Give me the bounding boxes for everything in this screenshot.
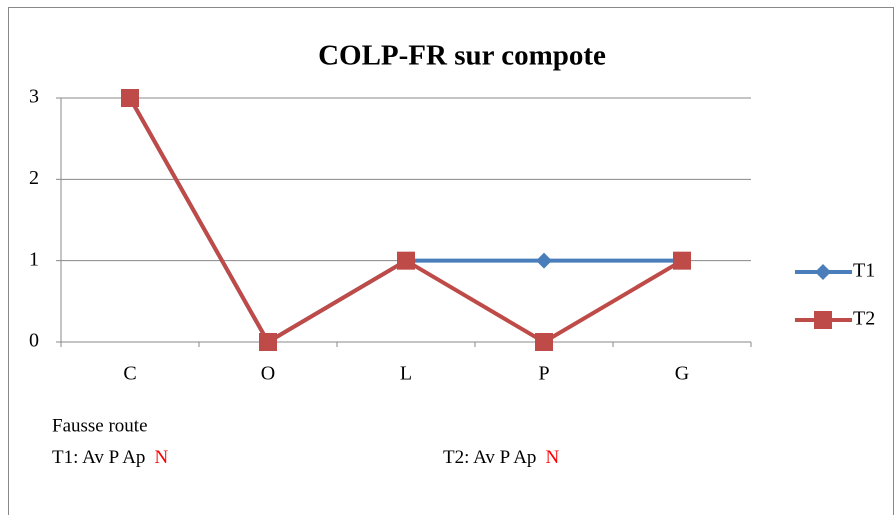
- annotation: Fausse route: [52, 415, 148, 436]
- y-tick-label: 1: [29, 248, 39, 270]
- x-tick-label: O: [261, 363, 275, 385]
- data-point: [673, 251, 691, 270]
- data-point: [536, 252, 552, 269]
- annotation-text: T2: Av P Ap: [443, 447, 536, 468]
- annotation-highlight: N: [545, 447, 559, 468]
- data-point: [259, 333, 277, 351]
- legend-marker: [814, 311, 832, 329]
- y-tick-label: 3: [29, 86, 39, 108]
- annotation: T1: Av P Ap N: [52, 447, 168, 468]
- x-tick-label: C: [123, 363, 136, 385]
- legend-label: T1: [853, 260, 875, 282]
- data-point: [121, 89, 139, 107]
- annotation: T2: Av P Ap N: [443, 447, 559, 468]
- y-tick-label: 2: [29, 167, 39, 189]
- legend-label: T2: [853, 308, 875, 330]
- legend-marker: [815, 264, 831, 280]
- data-point: [397, 251, 415, 270]
- x-tick-label: P: [538, 363, 549, 385]
- data-point: [535, 333, 553, 351]
- annotation-highlight: N: [154, 447, 168, 468]
- x-tick-label: G: [675, 363, 689, 385]
- y-tick-label: 0: [29, 330, 39, 352]
- chart-title: COLP-FR sur compote: [318, 40, 606, 72]
- x-tick-label: L: [400, 363, 412, 385]
- annotation-text: T1: Av P Ap: [52, 447, 145, 468]
